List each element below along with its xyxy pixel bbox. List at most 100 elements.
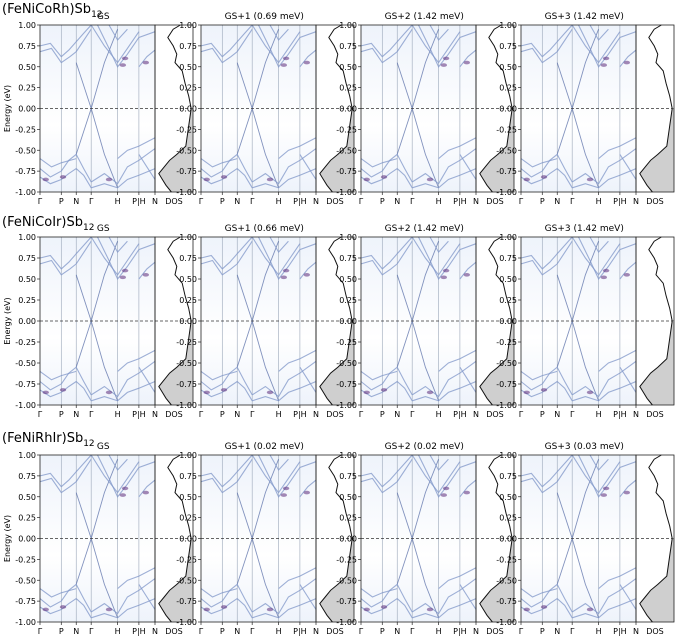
y-tick-label: 1.00	[18, 233, 36, 242]
band-line	[619, 584, 637, 610]
x-tick-label: Γ	[250, 197, 255, 206]
spectral-weight-hotspot	[303, 60, 310, 65]
band-line	[39, 158, 77, 168]
band-line	[572, 598, 637, 619]
y-tick-label: 0.25	[18, 84, 36, 93]
y-tick-label: 0.00	[499, 317, 517, 326]
y-tick-label: 0.00	[499, 535, 517, 544]
dos-occupied-fill	[479, 321, 514, 405]
band-line	[252, 380, 317, 402]
x-tick-label: Γ	[359, 197, 364, 206]
x-tick-label: P|H	[132, 410, 146, 419]
panel-title: GS+2 (1.42 meV)	[385, 224, 464, 234]
band-line	[412, 598, 477, 619]
x-tick-label: P	[59, 197, 64, 206]
x-tick-label: N	[394, 197, 400, 206]
spectral-weight-hotspot	[266, 607, 274, 612]
y-tick-label: -1.00	[15, 188, 36, 197]
y-tick-label: -0.50	[496, 359, 517, 368]
dos-label: DOS	[646, 197, 664, 206]
x-tick-label: Γ	[250, 410, 255, 419]
band-line	[360, 380, 413, 402]
spectral-weight-hotspot	[523, 177, 530, 182]
spectral-weight-hotspot	[363, 607, 370, 612]
y-tick-label: 0.75	[18, 472, 36, 481]
x-tick-label: N	[554, 410, 560, 419]
band-line	[360, 588, 398, 598]
band-line	[459, 479, 477, 498]
band-line	[251, 24, 301, 64]
x-tick-label: H	[115, 627, 121, 636]
band-line	[75, 274, 119, 401]
band-line	[572, 168, 637, 189]
dos-occupied-fill	[639, 321, 674, 405]
spectral-weight-hotspot	[463, 273, 470, 277]
y-tick-label: -0.75	[336, 597, 357, 606]
spectral-weight-hotspot	[440, 63, 447, 67]
band-line	[520, 458, 573, 494]
y-tick-label: -0.75	[336, 380, 357, 389]
y-tick-label: -0.50	[176, 576, 197, 585]
band-line	[459, 584, 477, 610]
x-tick-label: P	[220, 197, 225, 206]
x-tick-label: N	[313, 627, 319, 636]
spectral-weight-hotspot	[220, 605, 228, 609]
band-line	[200, 597, 253, 619]
band-line	[200, 240, 253, 276]
band-line	[418, 454, 477, 498]
dos-curve	[319, 24, 353, 193]
spectral-weight-hotspot	[363, 177, 370, 182]
x-tick-label: P	[380, 197, 385, 206]
spectral-weight-hotspot	[600, 493, 607, 497]
y-tick-label: 0.50	[499, 63, 517, 72]
band-line	[360, 458, 413, 494]
y-tick-label: 0.25	[339, 296, 357, 305]
spectral-weight-hotspot	[203, 390, 210, 395]
x-tick-label: Γ	[38, 197, 43, 206]
y-tick-label: -0.25	[496, 555, 517, 564]
band-line	[278, 137, 317, 160]
band-line	[117, 567, 156, 590]
spectral-weight-hotspot	[540, 605, 548, 609]
dos-occupied-fill	[639, 108, 674, 192]
band-line	[589, 24, 609, 41]
band-line	[299, 479, 317, 498]
y-tick-label: -1.00	[496, 618, 517, 627]
x-tick-label: P|H	[293, 197, 307, 206]
band-line	[556, 29, 600, 155]
band-line	[200, 28, 253, 64]
band-line	[598, 567, 637, 590]
spectral-weight-hotspot	[623, 273, 630, 277]
y-tick-label: 0.00	[179, 535, 197, 544]
x-tick-label: Γ	[570, 627, 575, 636]
band-line	[299, 154, 317, 180]
band-line	[438, 349, 477, 372]
x-tick-label: Γ	[38, 410, 43, 419]
y-tick-label: -1.00	[336, 401, 357, 410]
row-formula: (FeNiCoIr)Sb	[2, 215, 83, 230]
y-tick-label: 1.00	[499, 21, 517, 30]
x-tick-label: N	[473, 197, 479, 206]
dos-occupied-fill	[158, 108, 193, 192]
panel-title: GS+3 (1.42 meV)	[545, 224, 624, 234]
band-line	[39, 454, 92, 488]
dos-label: DOS	[165, 627, 183, 636]
spectral-weight-hotspot	[586, 607, 594, 612]
band-line	[200, 24, 253, 58]
y-tick-label: -0.75	[496, 380, 517, 389]
band-line	[360, 167, 413, 189]
band-line	[236, 492, 280, 618]
y-tick-label: -1.00	[176, 618, 197, 627]
spectral-weight-hotspot	[380, 388, 388, 392]
spectral-weight-hotspot	[440, 493, 447, 497]
band-line	[200, 370, 238, 381]
band-line	[251, 454, 301, 494]
x-tick-label: N	[633, 197, 639, 206]
band-line	[520, 597, 573, 619]
dos-frame	[154, 454, 194, 623]
band-line	[269, 236, 289, 254]
dos-curve	[639, 24, 673, 193]
